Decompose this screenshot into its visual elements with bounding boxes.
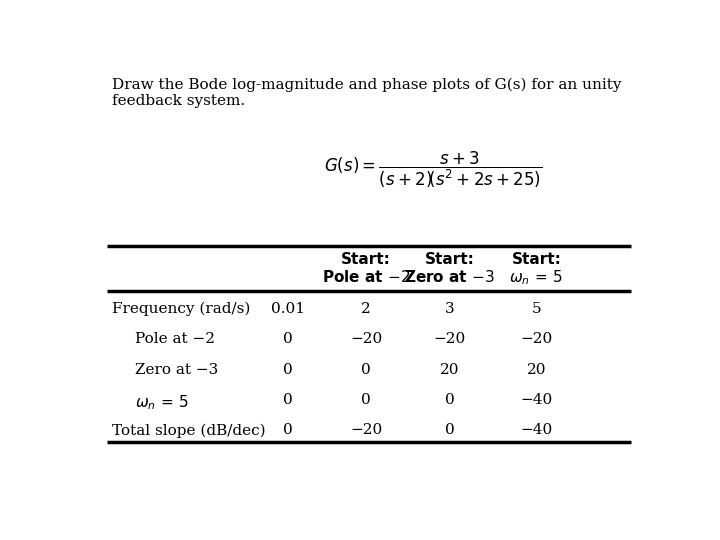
Text: $G(s) = \dfrac{s+3}{(s+2)\!\left(s^{2}+2s+25\right)}$: $G(s) = \dfrac{s+3}{(s+2)\!\left(s^{2}+2…: [324, 150, 543, 190]
Text: −20: −20: [433, 332, 466, 346]
Text: −40: −40: [521, 423, 552, 437]
Text: −20: −20: [521, 332, 552, 346]
Text: 20: 20: [440, 362, 459, 376]
Text: Pole at −2: Pole at −2: [135, 332, 215, 346]
Text: Zero at −3: Zero at −3: [135, 362, 218, 376]
Text: −20: −20: [350, 423, 382, 437]
Text: Start:: Start:: [511, 252, 562, 267]
Text: 0: 0: [283, 393, 293, 407]
Text: 2: 2: [361, 302, 371, 316]
Text: Frequency (rad/s): Frequency (rad/s): [112, 302, 251, 316]
Text: 20: 20: [526, 362, 546, 376]
Text: $\omega_n\,=\,5$: $\omega_n\,=\,5$: [135, 393, 189, 411]
Text: 0: 0: [283, 423, 293, 437]
Text: Pole at $-2$: Pole at $-2$: [322, 268, 410, 285]
Text: 0: 0: [283, 332, 293, 346]
Text: 0: 0: [361, 393, 371, 407]
Text: Draw the Bode log-magnitude and phase plots of G(s) for an unity
feedback system: Draw the Bode log-magnitude and phase pl…: [112, 77, 622, 108]
Text: Start:: Start:: [425, 252, 475, 267]
Text: −40: −40: [521, 393, 552, 407]
Text: $\omega_n\,=\,5$: $\omega_n\,=\,5$: [510, 268, 563, 287]
Text: 0.01: 0.01: [271, 302, 305, 316]
Text: Zero at $-3$: Zero at $-3$: [405, 268, 495, 285]
Text: 5: 5: [531, 302, 541, 316]
Text: Start:: Start:: [341, 252, 391, 267]
Text: 0: 0: [361, 362, 371, 376]
Text: 0: 0: [445, 393, 455, 407]
Text: −20: −20: [350, 332, 382, 346]
Text: 3: 3: [445, 302, 455, 316]
Text: 0: 0: [283, 362, 293, 376]
Text: Total slope (dB/dec): Total slope (dB/dec): [112, 423, 266, 437]
Text: 0: 0: [445, 423, 455, 437]
